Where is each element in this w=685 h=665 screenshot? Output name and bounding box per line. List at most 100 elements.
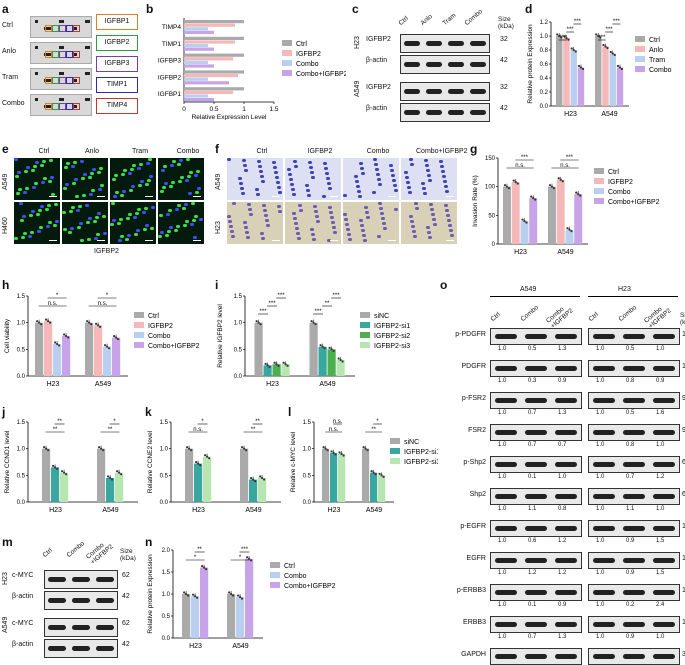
- group-label: A549: [601, 111, 617, 118]
- cell-stain: [42, 160, 46, 163]
- cell-stain: [119, 218, 123, 221]
- y-tick-label: 1.2: [540, 20, 549, 26]
- data-point: [565, 37, 568, 40]
- bar: [556, 36, 563, 106]
- y-tick-label: 0.5: [17, 473, 26, 479]
- cell-stain: [380, 212, 384, 215]
- blot-band: [96, 645, 114, 651]
- legend-label: Combo: [649, 67, 672, 74]
- blot-band: [653, 494, 675, 499]
- legend-label: IGFBP2: [296, 51, 321, 58]
- data-point: [575, 191, 578, 194]
- array-spot: [46, 53, 49, 56]
- blot-band: [653, 622, 675, 627]
- cell-stain: [134, 233, 138, 236]
- cell-stain: [113, 195, 117, 198]
- blot-band: [470, 88, 486, 94]
- column-label: Combo: [176, 148, 200, 155]
- legend-swatch: [594, 178, 604, 184]
- y-tick-label: 0.5: [303, 473, 312, 479]
- cell-stain: [35, 161, 39, 164]
- cell-stain: [169, 185, 173, 188]
- legend-swatch: [594, 198, 604, 204]
- blot-strip: [588, 456, 680, 473]
- cell-stain: [64, 166, 68, 169]
- legend-swatch: [282, 50, 292, 56]
- array-spot: [46, 79, 49, 82]
- cell-stain: [288, 173, 292, 176]
- cell-stain: [360, 167, 364, 170]
- data-point: [250, 477, 253, 480]
- cell-stain: [146, 162, 150, 165]
- data-point: [557, 177, 560, 180]
- blot-band: [470, 61, 486, 67]
- quant-value: 0.7: [626, 474, 635, 480]
- cell-stain: [449, 229, 453, 232]
- panel-f-label: f: [215, 142, 219, 156]
- micrograph: [401, 202, 457, 244]
- cell-stain: [263, 209, 267, 212]
- cell-stain: [140, 180, 144, 183]
- y-axis-label: Relative protein Expression: [527, 24, 534, 104]
- blot-band: [593, 334, 615, 339]
- data-point: [581, 67, 585, 71]
- legend-swatch: [134, 312, 144, 318]
- array-spot: [46, 27, 49, 30]
- bar: [85, 322, 94, 376]
- micrograph: [110, 158, 156, 200]
- bar: [184, 98, 214, 102]
- column-label: Tram: [131, 148, 149, 155]
- group-label: A549: [245, 507, 261, 514]
- array-spot: [87, 20, 90, 23]
- cell-stain: [328, 187, 332, 190]
- cell-stain: [180, 176, 184, 179]
- data-point: [273, 361, 276, 364]
- size-header: Size (kDa): [680, 312, 685, 326]
- bar: [249, 479, 258, 502]
- category-label: IGFBP2: [158, 74, 182, 81]
- gene-box: TIMP4: [96, 98, 138, 114]
- gene-box: TIMP1: [96, 77, 138, 93]
- data-point: [604, 45, 607, 48]
- data-point: [192, 593, 195, 596]
- blot-strip: [44, 591, 118, 610]
- lane-label: Combo: [65, 540, 87, 559]
- bar: [184, 81, 229, 85]
- data-point: [266, 364, 269, 367]
- cell-stain: [54, 203, 58, 206]
- data-point: [58, 344, 61, 347]
- sig-label: ***: [521, 155, 529, 161]
- gene-box: IGFBP3: [96, 56, 138, 72]
- array-row-label: Combo: [2, 100, 25, 107]
- cell-stain: [145, 183, 149, 186]
- data-point: [599, 36, 602, 39]
- blot-band: [593, 654, 615, 659]
- x-tick-label: 1: [242, 106, 246, 113]
- data-point: [609, 50, 612, 54]
- cell-label: H23: [2, 572, 9, 585]
- blot-strip: [588, 616, 680, 633]
- y-tick-label: 1.0: [162, 592, 171, 598]
- cell-stain: [120, 194, 124, 197]
- y-tick-label: 0.0: [303, 500, 312, 506]
- bar: [184, 64, 214, 68]
- array-image: [30, 68, 92, 90]
- quant-value: 0.7: [558, 442, 567, 448]
- cell-stain: [374, 163, 378, 166]
- bar: [60, 472, 69, 502]
- bar: [254, 322, 263, 376]
- blot-band: [555, 366, 577, 371]
- column-label: IGFBP2: [307, 148, 333, 155]
- blot-strip: [44, 618, 118, 637]
- cell-stain: [85, 204, 89, 207]
- sig-label: ***: [260, 309, 268, 315]
- cell-stain: [330, 216, 334, 219]
- cell-stain: [394, 189, 398, 192]
- cell-stain: [316, 220, 320, 223]
- data-point: [560, 36, 563, 39]
- array-spot: [85, 46, 88, 49]
- y-tick-label: 1.5: [303, 420, 312, 426]
- y-tick-label: 0.5: [160, 473, 169, 479]
- cell-stain: [80, 239, 84, 242]
- data-point: [523, 219, 526, 223]
